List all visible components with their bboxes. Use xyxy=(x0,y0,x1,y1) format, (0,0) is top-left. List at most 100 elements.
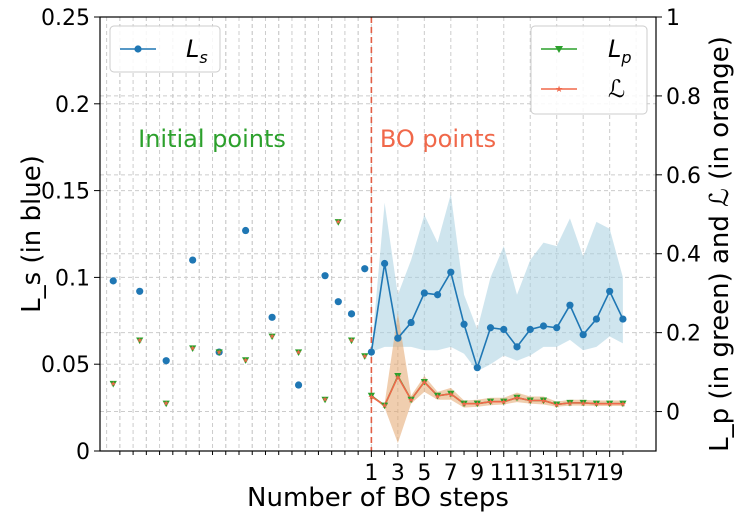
point-lp xyxy=(460,400,468,408)
legend-lp-marker xyxy=(555,46,563,53)
y-tick-label-right: 0.6 xyxy=(666,164,701,189)
legend-ls-marker xyxy=(134,45,142,53)
point-total: ★ xyxy=(593,400,600,409)
point-total: ★ xyxy=(381,401,388,410)
initial-point-lp xyxy=(294,349,303,356)
point-ls xyxy=(553,324,561,332)
x-tick-label: 1 xyxy=(364,461,378,486)
initial-point-ls xyxy=(162,357,170,365)
point-lp xyxy=(407,396,415,404)
point-total: ★ xyxy=(460,400,467,409)
point-ls xyxy=(420,289,428,297)
point-lp xyxy=(513,394,521,402)
point-ls xyxy=(367,348,375,356)
initial-point-lp xyxy=(268,333,276,341)
legend-total-marker: ★ xyxy=(555,85,563,95)
initial-point-total: ★ xyxy=(295,348,301,356)
point-total: ★ xyxy=(619,400,626,409)
initial-point-lp xyxy=(334,219,342,226)
initial-point-total: ★ xyxy=(335,218,341,226)
point-ls xyxy=(513,343,521,351)
point-lp xyxy=(553,401,561,409)
band-ls xyxy=(371,194,623,372)
y-tick-label-left: 0.2 xyxy=(55,93,90,118)
initial-point-lp xyxy=(321,396,329,404)
series-line-0 xyxy=(370,263,624,371)
point-lp xyxy=(367,392,375,400)
initial-point-ls xyxy=(109,277,117,285)
band-total xyxy=(371,312,623,444)
point-lp xyxy=(566,399,574,407)
initial-point-total: ★ xyxy=(322,396,328,404)
plot-frame xyxy=(99,16,657,452)
initial-point-lp xyxy=(109,380,117,388)
point-total: ★ xyxy=(368,393,375,402)
point-lp xyxy=(592,400,601,408)
y-ticks-right: 0 0.2 0.4 0.6 0.8 1 xyxy=(656,6,701,426)
initial-point-ls xyxy=(294,381,303,389)
point-ls xyxy=(592,315,601,323)
initial-point-total: ★ xyxy=(163,400,169,408)
initial-point-ls xyxy=(321,272,329,280)
point-ls xyxy=(539,322,548,330)
initial-point-ls xyxy=(242,226,250,235)
x-tick-label: 3 xyxy=(391,461,405,486)
point-total: ★ xyxy=(487,398,494,407)
point-ls xyxy=(619,315,627,323)
point-total: ★ xyxy=(421,378,428,387)
point-ls xyxy=(394,334,402,342)
point-total: ★ xyxy=(606,400,613,409)
point-ls xyxy=(500,325,508,334)
point-lp xyxy=(500,398,508,406)
y-tick-label-right: 0 xyxy=(666,401,680,426)
x-tick-label: 15 xyxy=(543,461,571,486)
y-tick-label-right: 0.2 xyxy=(666,322,701,347)
point-total: ★ xyxy=(434,392,441,401)
point-ls xyxy=(407,318,415,327)
point-lp xyxy=(486,398,495,406)
point-total: ★ xyxy=(527,396,534,405)
point-lp xyxy=(381,402,389,410)
annotation-bo-points: BO points xyxy=(380,125,496,153)
point-lp xyxy=(526,397,534,405)
y-ticks-left: 0 0.05 0.1 0.15 0.2 0.25 xyxy=(41,6,100,465)
point-ls xyxy=(460,320,468,328)
point-lp xyxy=(447,390,455,398)
point-lp xyxy=(394,373,402,380)
point-total: ★ xyxy=(500,398,507,407)
point-lp xyxy=(619,400,627,408)
y-axis-label-left: L_s (in blue) xyxy=(17,155,47,313)
y-tick-label-left: 0 xyxy=(76,440,90,465)
point-ls xyxy=(579,331,587,339)
x-tick-label: 7 xyxy=(444,461,458,486)
initial-point-total: ★ xyxy=(242,356,248,364)
y-tick-label-left: 0.25 xyxy=(41,6,90,31)
x-axis-label: Number of BO steps xyxy=(247,483,509,513)
point-ls xyxy=(566,301,574,309)
point-ls xyxy=(473,364,481,372)
y-axis-label-right: L_p (in green) and ℒ (in orange) xyxy=(705,36,735,452)
y-tick-label-right: 0.4 xyxy=(666,243,701,268)
initial-point-ls xyxy=(268,313,276,321)
initial-point-ls xyxy=(334,298,342,306)
point-total: ★ xyxy=(540,396,547,405)
initial-point-lp xyxy=(347,337,356,345)
x-tick-label: 11 xyxy=(490,461,518,486)
initial-point-ls xyxy=(361,265,369,273)
initial-point-total: ★ xyxy=(362,352,368,360)
point-lp xyxy=(539,397,548,405)
point-ls xyxy=(486,324,495,332)
x-tick-label: 13 xyxy=(516,461,544,486)
point-ls xyxy=(606,287,614,295)
point-ls xyxy=(526,325,534,334)
point-total: ★ xyxy=(553,400,560,409)
x-tick-label: 19 xyxy=(596,461,624,486)
y-tick-label-right: 0.8 xyxy=(666,85,701,110)
initial-point-ls xyxy=(136,287,144,295)
markers: ★ ★ ★ ★ ★ ★ ★ ★ ★ ★ ★ ★ ★ ★ ★ ★ ★ ★ ★ ★ ★ ★ ★ ★ ★ ★ ★ ★ ★ ★ ★ ★ xyxy=(109,218,627,410)
initial-point-total: ★ xyxy=(348,337,354,345)
y-tick-label-left: 0.05 xyxy=(41,353,90,378)
point-ls xyxy=(381,259,389,268)
